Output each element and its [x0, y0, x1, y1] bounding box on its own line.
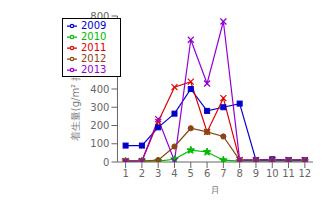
svg-text:500: 500	[90, 65, 109, 76]
svg-text:7: 7	[220, 168, 226, 179]
svg-text:12: 12	[298, 168, 311, 179]
svg-text:2: 2	[139, 168, 145, 179]
svg-text:5: 5	[188, 168, 194, 179]
svg-text:800: 800	[90, 11, 109, 22]
svg-text:8: 8	[236, 168, 242, 179]
svg-text:月: 月	[210, 185, 220, 194]
svg-text:10: 10	[266, 168, 279, 179]
svg-text:着生量(g/m² 押陽抴藻): 着生量(g/m² 押陽抴藻)	[70, 37, 81, 142]
svg-text:0: 0	[103, 157, 109, 168]
svg-text:9: 9	[253, 168, 259, 179]
svg-text:100: 100	[90, 138, 109, 149]
svg-text:6: 6	[204, 168, 210, 179]
svg-text:1: 1	[122, 168, 128, 179]
svg-text:300: 300	[90, 102, 109, 113]
svg-text:4: 4	[171, 168, 177, 179]
svg-text:3: 3	[155, 168, 161, 179]
svg-text:11: 11	[282, 168, 295, 179]
svg-text:600: 600	[90, 47, 109, 58]
svg-text:200: 200	[90, 120, 109, 131]
svg-text:400: 400	[90, 84, 109, 95]
svg-text:700: 700	[90, 29, 109, 40]
